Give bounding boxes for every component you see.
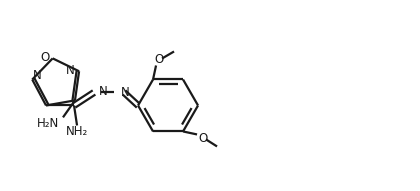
Text: N: N: [33, 69, 42, 82]
Text: O: O: [155, 53, 164, 66]
Text: N: N: [99, 85, 108, 98]
Text: H₂N: H₂N: [37, 117, 59, 130]
Text: O: O: [198, 132, 207, 145]
Text: O: O: [40, 51, 50, 64]
Text: N: N: [66, 64, 75, 77]
Text: NH₂: NH₂: [66, 125, 88, 138]
Text: N: N: [121, 86, 130, 99]
